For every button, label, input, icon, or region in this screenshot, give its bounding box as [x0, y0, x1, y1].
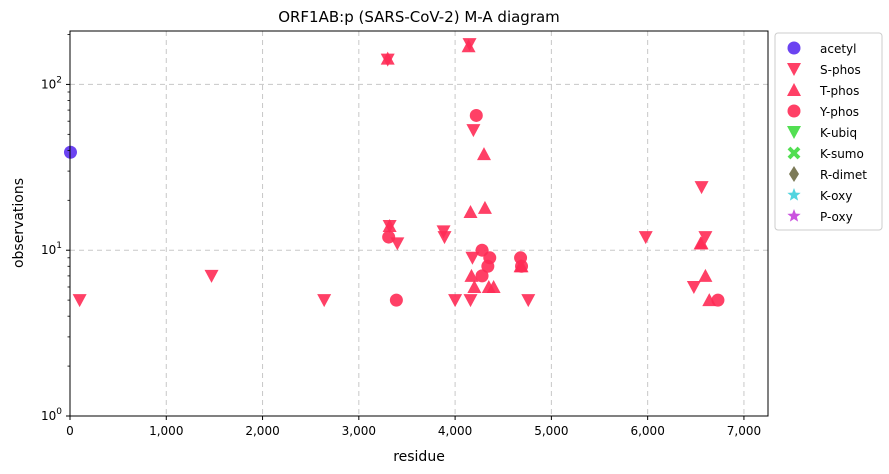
point-Y-phos — [389, 293, 403, 307]
legend-marker-T-phos — [787, 83, 801, 96]
point-T-phos — [464, 268, 479, 282]
point-S-phos — [466, 124, 481, 138]
x-tick-label: 7,000 — [727, 424, 761, 438]
x-axis-label: residue — [393, 449, 445, 465]
y-tick-label: 101 — [41, 241, 62, 257]
legend-label: P-oxy — [820, 210, 853, 224]
point-T-phos — [463, 205, 478, 219]
point-S-phos — [686, 280, 701, 294]
plot-frame — [69, 30, 769, 417]
point-Y-phos — [711, 293, 725, 307]
point-Y-phos — [382, 230, 396, 244]
legend-label: acetyl — [820, 42, 856, 56]
x-tick-label: 6,000 — [630, 424, 664, 438]
legend-marker-S-phos — [787, 63, 801, 76]
point-S-phos — [465, 251, 480, 265]
point-S-phos — [204, 269, 219, 283]
chart-title: ORF1AB:p (SARS-CoV-2) M-A diagram — [278, 8, 560, 26]
point-S-phos — [694, 181, 709, 195]
x-tick-label: 5,000 — [534, 424, 568, 438]
point-S-phos — [448, 294, 463, 308]
legend-marker-R-dimet — [789, 166, 799, 182]
grid-lines — [70, 31, 768, 416]
legend-label: S-phos — [820, 63, 861, 77]
point-S-phos — [317, 294, 332, 308]
point-S-phos — [638, 231, 653, 245]
legend-label: K-oxy — [820, 189, 852, 203]
legend-label: K-ubiq — [820, 126, 857, 140]
point-S-phos — [463, 294, 478, 308]
data-points — [63, 38, 725, 308]
point-T-phos — [476, 147, 491, 161]
x-axis: 0 1,000 2,000 3,000 4,000 5,000 6,000 7,000 — [66, 416, 761, 438]
point-S-phos — [72, 294, 87, 308]
point-T-phos — [461, 39, 476, 53]
point-T-phos — [382, 218, 397, 232]
point-T-phos — [467, 279, 482, 293]
x-tick-label: 0 — [66, 424, 74, 438]
x-tick-label: 3,000 — [342, 424, 376, 438]
point-T-phos — [486, 279, 501, 293]
x-tick-label: 1,000 — [149, 424, 183, 438]
legend: acetyl S-phos T-phos Y-phos K-ubiq K-sumo R-di… — [774, 32, 883, 231]
legend-label: R-dimet — [820, 168, 867, 182]
point-S-phos — [521, 294, 536, 308]
point-T-phos — [380, 51, 395, 65]
legend-marker-K-sumo — [787, 146, 801, 160]
point-S-phos — [437, 231, 452, 245]
point-Y-phos — [483, 251, 497, 265]
point-T-phos — [477, 200, 492, 214]
y-axis-label: observations — [11, 178, 27, 268]
legend-box — [774, 32, 883, 231]
y-tick-label: 100 — [41, 407, 62, 423]
y-axis: 100 101 102 — [41, 34, 70, 423]
legend-label: T-phos — [819, 84, 859, 98]
legend-label: Y-phos — [819, 105, 859, 119]
legend-marker-Y-phos — [787, 104, 801, 118]
legend-marker-P-oxy — [787, 209, 801, 222]
point-T-phos — [694, 236, 709, 250]
point-S-phos — [698, 231, 713, 245]
legend-label: K-sumo — [820, 147, 864, 161]
y-tick-label: 102 — [41, 75, 62, 91]
x-tick-label: 4,000 — [438, 424, 472, 438]
legend-marker-acetyl — [787, 41, 801, 55]
point-Y-phos — [515, 259, 529, 273]
point-Y-phos — [469, 108, 483, 122]
point-Y-phos — [475, 269, 489, 283]
point-T-phos — [698, 268, 713, 282]
x-tick-label: 2,000 — [245, 424, 279, 438]
legend-marker-K-oxy — [787, 188, 801, 201]
legend-marker-K-ubiq — [787, 126, 801, 139]
